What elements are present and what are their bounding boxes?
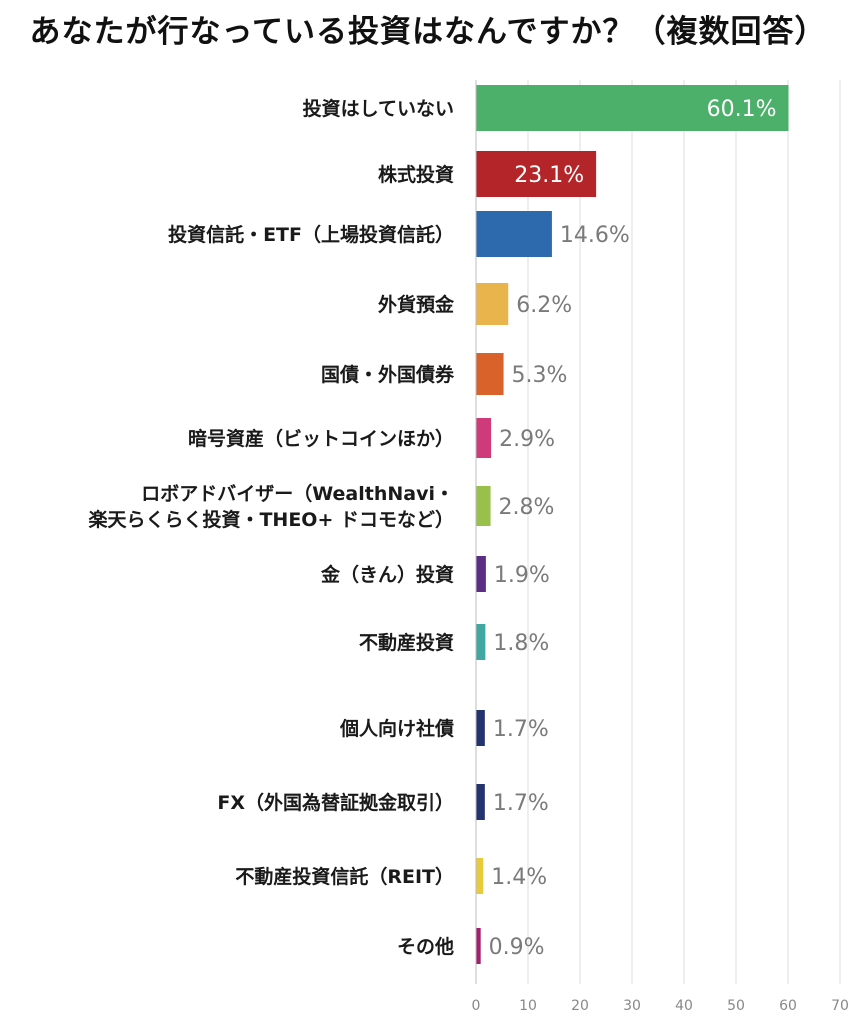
category-label: その他	[397, 935, 454, 958]
value-label: 0.9%	[489, 935, 545, 960]
value-label: 6.2%	[516, 293, 572, 318]
category-label: 個人向け社債	[339, 717, 454, 740]
bar	[476, 556, 486, 592]
value-label: 1.9%	[494, 563, 550, 588]
category-label: 株式投資	[378, 163, 454, 186]
value-label: 23.1%	[514, 163, 584, 188]
value-label: 1.7%	[493, 791, 549, 816]
value-label: 1.8%	[493, 631, 549, 656]
value-label: 14.6%	[560, 223, 630, 248]
category-label: 金（きん）投資	[320, 563, 454, 586]
category-label: 不動産投資信託（REIT）	[235, 865, 454, 888]
value-label: 2.8%	[499, 495, 555, 520]
category-label: 国債・外国債券	[321, 363, 455, 386]
bar	[476, 353, 504, 395]
category-label: 投資信託・ETF（上場投資信託）	[168, 223, 454, 246]
x-tick-label: 60	[779, 998, 797, 1014]
chart-title: あなたが行なっている投資はなんですか？（複数回答）	[29, 14, 827, 50]
category-label: 投資はしていない	[303, 97, 454, 120]
bar	[476, 283, 509, 325]
value-label: 5.3%	[512, 363, 568, 388]
bar	[476, 486, 491, 526]
x-tick-label: 0	[472, 998, 481, 1014]
category-label: 不動産投資	[359, 631, 454, 654]
bar	[476, 151, 597, 197]
value-label: 1.7%	[493, 717, 549, 742]
bar	[476, 85, 789, 131]
bar	[476, 211, 552, 257]
x-tick-label: 70	[831, 998, 849, 1014]
category-label: 楽天らくらく投資・THEO+ ドコモなど）	[88, 508, 454, 531]
category-label: 暗号資産（ビットコインほか）	[188, 427, 454, 450]
bar	[476, 784, 485, 820]
category-label: FX（外国為替証拠金取引）	[217, 791, 454, 814]
bar	[476, 928, 481, 964]
x-tick-label: 50	[727, 998, 745, 1014]
category-label: 外貨預金	[378, 293, 455, 316]
x-tick-label: 20	[571, 998, 589, 1014]
x-tick-label: 30	[623, 998, 641, 1014]
category-label: ロボアドバイザー（WealthNavi・	[141, 482, 454, 505]
value-label: 60.1%	[707, 97, 777, 122]
bar	[476, 624, 486, 660]
value-label: 2.9%	[499, 427, 555, 452]
x-tick-label: 40	[675, 998, 693, 1014]
bar	[476, 418, 492, 458]
value-label: 1.4%	[491, 865, 547, 890]
bar	[476, 858, 484, 894]
x-tick-label: 10	[519, 998, 537, 1014]
bar	[476, 710, 485, 746]
